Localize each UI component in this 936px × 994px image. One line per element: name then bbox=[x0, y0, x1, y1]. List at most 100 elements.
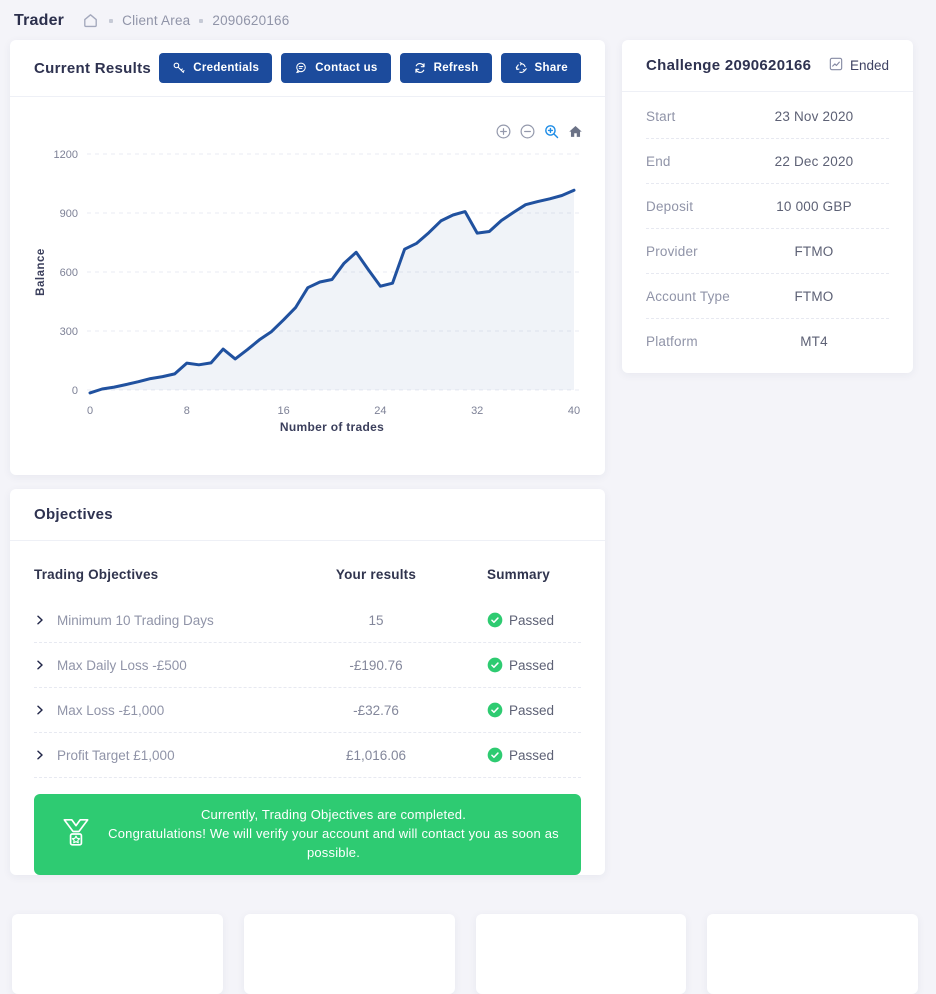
challenge-row-value: FTMO bbox=[794, 243, 834, 259]
svg-text:0: 0 bbox=[72, 385, 78, 397]
breadcrumb-separator bbox=[109, 18, 114, 23]
current-results-header: Current Results Credentials Contact us Ref… bbox=[10, 40, 605, 97]
check-circle-icon bbox=[487, 747, 503, 763]
challenge-row-value: 10 000 GBP bbox=[776, 198, 852, 214]
challenge-row: Platform MT4 bbox=[646, 319, 889, 364]
breadcrumb-account-number[interactable]: 2090620166 bbox=[212, 13, 290, 28]
header-buttons: Credentials Contact us Refresh Share bbox=[159, 53, 581, 83]
button-label: Credentials bbox=[193, 62, 260, 74]
challenge-row-label: Provider bbox=[646, 243, 698, 259]
objective-result: £1,016.06 bbox=[345, 747, 407, 763]
svg-text:32: 32 bbox=[471, 405, 483, 417]
objective-row: Minimum 10 Trading Days 15 Passed bbox=[34, 598, 581, 643]
refresh-button[interactable]: Refresh bbox=[399, 53, 492, 83]
objective-result: -£190.76 bbox=[349, 657, 403, 673]
objective-expand[interactable]: Profit Target £1,000 bbox=[34, 748, 301, 763]
challenge-row-label: Deposit bbox=[646, 198, 694, 214]
main-content: Current Results Credentials Contact us Ref… bbox=[0, 40, 936, 899]
x-axis-label: Number of trades bbox=[280, 420, 384, 434]
banner-line-2: Congratulations! We will verify your acc… bbox=[108, 825, 559, 860]
banner-text: Currently, Trading Objectives are comple… bbox=[108, 806, 559, 863]
objectives-header: Objectives bbox=[10, 489, 605, 541]
challenge-row: Deposit 10 000 GBP bbox=[646, 184, 889, 229]
chevron-right-icon bbox=[34, 749, 46, 761]
svg-text:300: 300 bbox=[60, 326, 78, 338]
col-your-results: Your results bbox=[335, 567, 417, 582]
status-text: Passed bbox=[509, 747, 555, 763]
check-circle-icon bbox=[487, 702, 503, 718]
svg-text:1200: 1200 bbox=[54, 149, 78, 161]
objective-label: Max Daily Loss -£500 bbox=[57, 657, 187, 673]
challenge-row-value: 23 Nov 2020 bbox=[774, 108, 854, 124]
objective-expand[interactable]: Max Loss -£1,000 bbox=[34, 703, 301, 718]
breadcrumb-separator bbox=[199, 18, 204, 23]
current-results-title: Current Results bbox=[34, 59, 152, 77]
svg-text:900: 900 bbox=[60, 208, 78, 220]
share-icon bbox=[514, 61, 528, 75]
breadcrumb-client-area[interactable]: Client Area bbox=[122, 13, 191, 28]
challenge-row-label: Platform bbox=[646, 334, 698, 349]
challenge-row-label: Account Type bbox=[646, 288, 730, 304]
balance-chart: 0 300 600 900 1200 0 8 16 24 32 40 Balance Number of… bbox=[10, 97, 605, 475]
objective-row: Max Loss -£1,000 -£32.76 Passed bbox=[34, 688, 581, 733]
share-button[interactable]: Share bbox=[500, 53, 581, 83]
page-title: Trader bbox=[14, 11, 65, 29]
svg-text:40: 40 bbox=[568, 405, 580, 417]
status-label: Ended bbox=[849, 58, 889, 73]
challenge-row: Start 23 Nov 2020 bbox=[646, 94, 889, 139]
chevron-right-icon bbox=[34, 659, 46, 671]
svg-text:600: 600 bbox=[60, 267, 78, 279]
objective-result: 15 bbox=[368, 612, 384, 628]
objectives-card: Objectives Trading Objectives Your resul… bbox=[10, 489, 605, 875]
completion-banner: Currently, Trading Objectives are comple… bbox=[34, 794, 581, 875]
objectives-table: Trading Objectives Your results Summary … bbox=[10, 541, 605, 778]
selection-zoom-icon[interactable] bbox=[543, 123, 560, 140]
bottom-card-1 bbox=[12, 913, 223, 994]
key-icon bbox=[172, 61, 186, 75]
objective-label: Minimum 10 Trading Days bbox=[57, 612, 214, 628]
challenge-row: End 22 Dec 2020 bbox=[646, 139, 889, 184]
zoom-in-icon[interactable] bbox=[495, 123, 512, 140]
svg-text:24: 24 bbox=[374, 405, 386, 417]
objective-expand[interactable]: Minimum 10 Trading Days bbox=[34, 613, 301, 628]
objective-status: Passed bbox=[451, 747, 581, 763]
bottom-card-3 bbox=[475, 913, 687, 994]
challenge-row-value: 22 Dec 2020 bbox=[774, 153, 854, 169]
objective-expand[interactable]: Max Daily Loss -£500 bbox=[34, 658, 301, 673]
objectives-title: Objectives bbox=[34, 506, 113, 523]
objective-row: Profit Target £1,000 £1,016.06 Passed bbox=[34, 733, 581, 778]
balance-chart-svg: 0 300 600 900 1200 0 8 16 24 32 40 Balance Number of… bbox=[35, 149, 583, 434]
objectives-rows: Minimum 10 Trading Days 15 Passed Max Daily… bbox=[34, 598, 581, 778]
reset-home-icon[interactable] bbox=[567, 123, 584, 140]
y-axis-label: Balance bbox=[35, 248, 47, 296]
challenge-row-value: FTMO bbox=[794, 288, 834, 304]
objective-label: Max Loss -£1,000 bbox=[57, 702, 165, 718]
home-icon[interactable] bbox=[81, 11, 100, 30]
breadcrumb: Trader Client Area 2090620166 bbox=[0, 0, 936, 40]
challenge-row-value: MT4 bbox=[800, 334, 828, 349]
objectives-table-head: Trading Objectives Your results Summary bbox=[34, 547, 581, 598]
challenge-row-label: Start bbox=[646, 108, 676, 124]
objective-status: Passed bbox=[451, 702, 581, 718]
status-badge: Ended bbox=[828, 56, 889, 75]
challenge-row: Provider FTMO bbox=[646, 229, 889, 274]
objective-label: Profit Target £1,000 bbox=[57, 747, 175, 763]
trophy-icon bbox=[56, 814, 96, 854]
check-circle-icon bbox=[487, 657, 503, 673]
status-text: Passed bbox=[509, 657, 555, 673]
challenge-row-label: End bbox=[646, 153, 671, 169]
button-label: Contact us bbox=[315, 62, 378, 74]
challenge-header: Challenge 2090620166 Ended bbox=[622, 40, 913, 92]
chevron-right-icon bbox=[34, 614, 46, 626]
svg-text:16: 16 bbox=[277, 405, 289, 417]
credentials-button[interactable]: Credentials bbox=[159, 53, 273, 83]
chat-icon bbox=[294, 61, 308, 75]
objective-result: -£32.76 bbox=[353, 702, 399, 718]
contact-us-button[interactable]: Contact us bbox=[281, 53, 391, 83]
challenge-card: Challenge 2090620166 Ended Start 23 Nov 2… bbox=[622, 40, 913, 373]
zoom-out-icon[interactable] bbox=[519, 123, 536, 140]
challenge-title: Challenge 2090620166 bbox=[646, 57, 812, 74]
bottom-card-2 bbox=[243, 913, 455, 994]
status-text: Passed bbox=[509, 612, 555, 628]
col-trading-objectives: Trading Objectives bbox=[34, 567, 159, 582]
